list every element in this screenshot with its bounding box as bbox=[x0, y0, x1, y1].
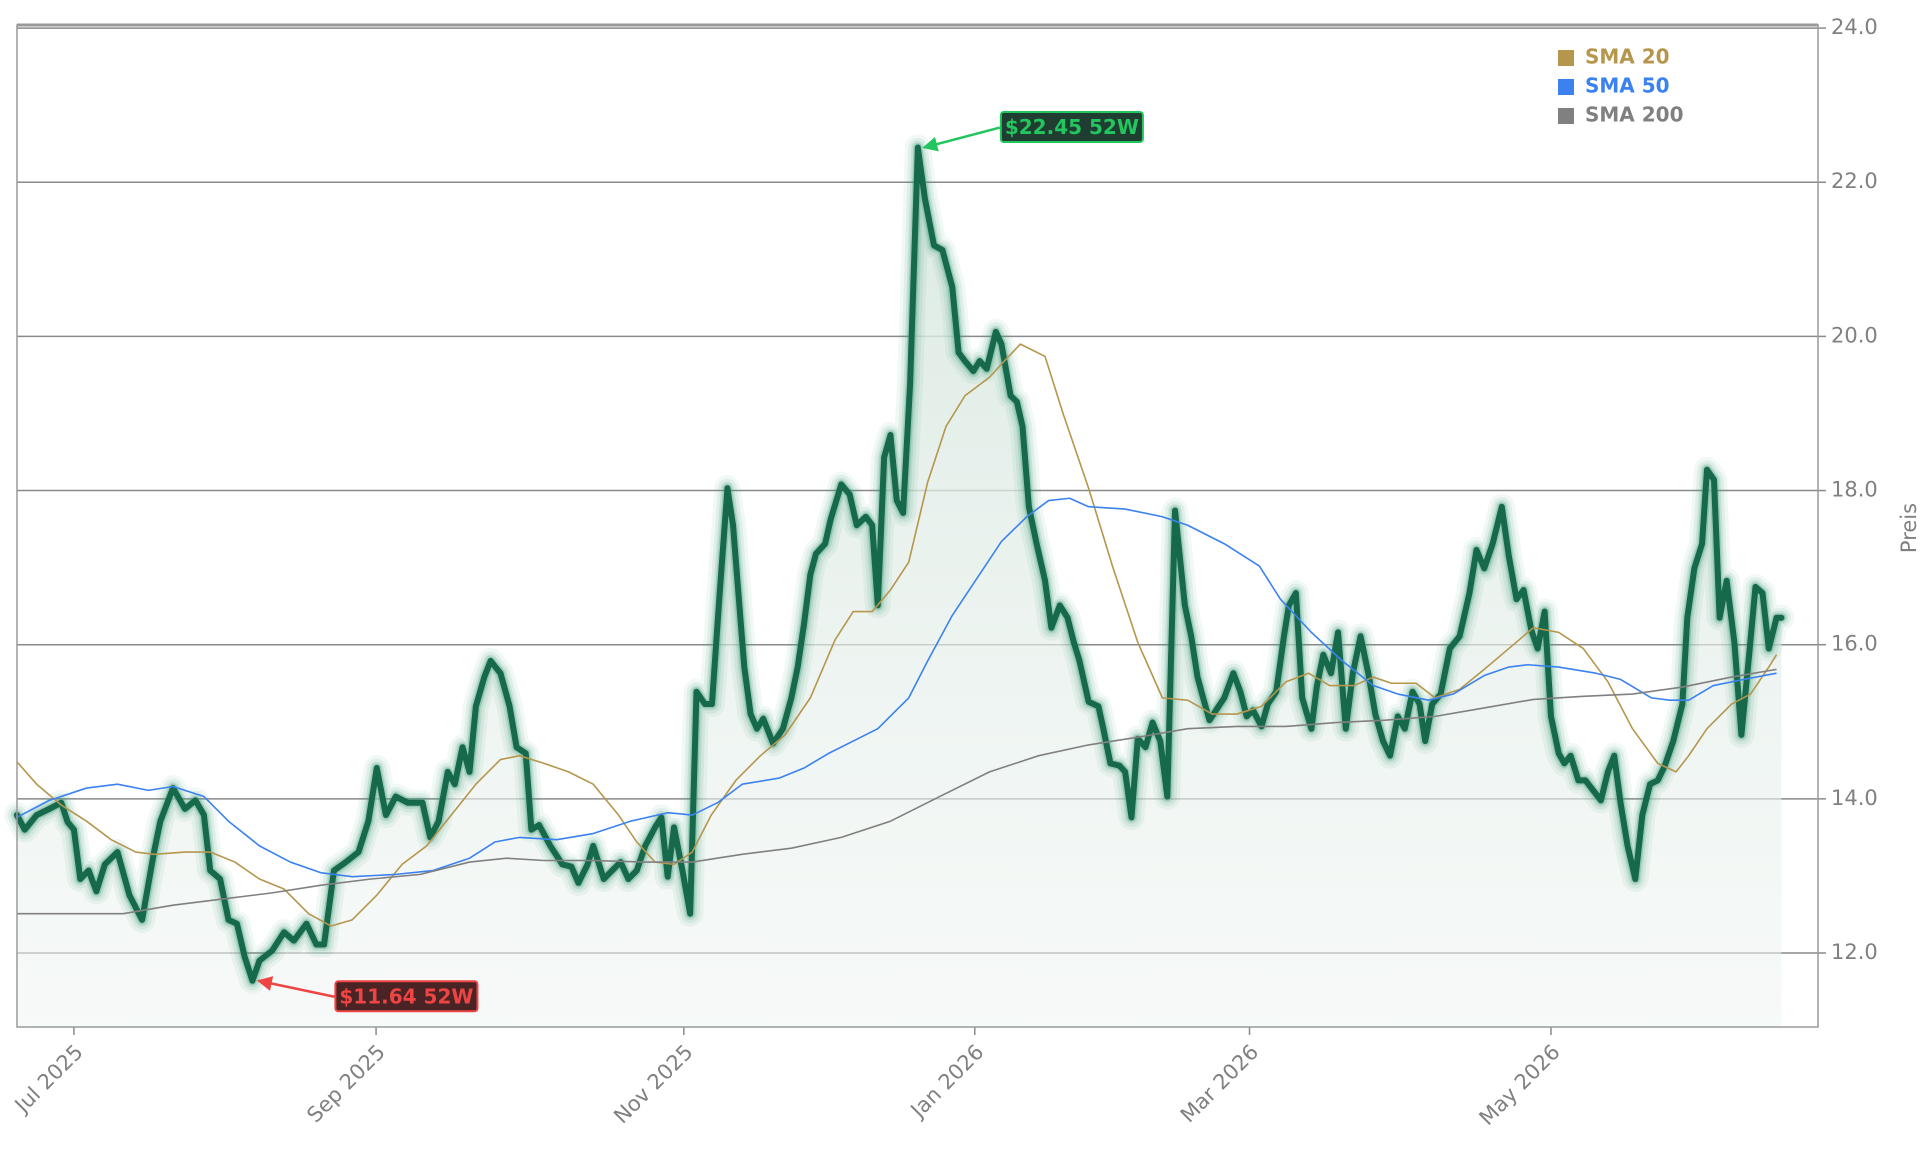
price-line bbox=[14, 144, 1785, 984]
legend-label: SMA 50 bbox=[1585, 74, 1670, 98]
x-tick-label: Nov 2025 bbox=[609, 1040, 697, 1128]
annotation: $11.64 52W bbox=[256, 976, 479, 1013]
y-tick-label: 16.0 bbox=[1831, 632, 1878, 656]
sma-line bbox=[16, 343, 1778, 927]
x-tick-label: Mar 2026 bbox=[1176, 1040, 1264, 1128]
legend-swatch bbox=[1558, 50, 1574, 66]
legend-label: SMA 20 bbox=[1585, 45, 1670, 69]
y-axis-label: Preis bbox=[1897, 503, 1921, 553]
legend-label: SMA 200 bbox=[1585, 103, 1684, 127]
annotation-arrow bbox=[256, 976, 335, 998]
y-tick-label: 20.0 bbox=[1831, 323, 1878, 347]
annotation-arrow bbox=[922, 126, 1001, 152]
sma-line bbox=[16, 497, 1777, 878]
marks-layer bbox=[4, 134, 1795, 1028]
x-tick-label: Jul 2025 bbox=[9, 1040, 88, 1119]
y-tick-label: 24.0 bbox=[1831, 15, 1878, 39]
x-tick-label: Jan 2026 bbox=[905, 1040, 989, 1124]
annotation: $22.45 52W bbox=[922, 111, 1144, 152]
legend-swatch bbox=[1558, 79, 1574, 95]
y-tick-label: 22.0 bbox=[1831, 169, 1878, 193]
legend-swatch bbox=[1558, 108, 1574, 124]
annotation-box bbox=[334, 980, 479, 1013]
y-tick-label: 14.0 bbox=[1831, 786, 1878, 810]
y-tick-label: 18.0 bbox=[1831, 478, 1878, 502]
x-tick-label: May 2026 bbox=[1475, 1040, 1565, 1130]
annotation-text: $22.45 52W bbox=[1005, 115, 1139, 139]
sma-line bbox=[17, 668, 1777, 915]
annotation-box bbox=[999, 111, 1144, 144]
annotation-text: $11.64 52W bbox=[339, 984, 473, 1008]
x-tick-label: Sep 2025 bbox=[302, 1040, 389, 1127]
y-tick-label: 12.0 bbox=[1831, 940, 1878, 964]
